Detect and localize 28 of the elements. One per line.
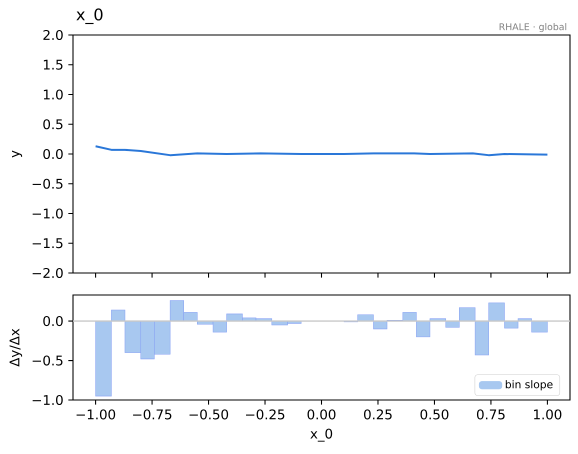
line-series bbox=[94, 145, 548, 156]
y-tick-label: −0.5 bbox=[32, 178, 62, 189]
text: RHALE · global bbox=[500, 23, 566, 32]
y-tick-label: 0.5 bbox=[43, 119, 62, 130]
x-tick-label: −0.75 bbox=[133, 409, 172, 420]
y-tick-label: −2.0 bbox=[32, 268, 63, 278]
x-axis-title: x_0 bbox=[310, 428, 332, 442]
x-tick-label: 0.25 bbox=[364, 409, 392, 420]
y-tick-label: −1.0 bbox=[32, 394, 63, 406]
y-tick-label: −0.5 bbox=[32, 355, 62, 366]
x-tick-label: −0.25 bbox=[246, 409, 284, 420]
y-tick-label: 1.0 bbox=[44, 89, 63, 100]
y-tick-label: −1.5 bbox=[32, 238, 62, 248]
x-tick-label: 0.00 bbox=[308, 409, 336, 420]
y-axis-title: Δy/Δx bbox=[10, 328, 22, 367]
y-tick-label: −1.0 bbox=[32, 208, 63, 219]
x-tick-label: 0.75 bbox=[476, 409, 505, 420]
y-tick-label: 0.0 bbox=[43, 148, 63, 160]
x-tick-label: −0.50 bbox=[190, 409, 228, 420]
y-tick-label: 1.5 bbox=[44, 60, 62, 70]
x-tick-label: 1.00 bbox=[534, 409, 562, 420]
chart-title: x_0 bbox=[76, 8, 103, 24]
y-tick-label: 2.0 bbox=[43, 30, 63, 40]
x-tick-label: −1.00 bbox=[76, 409, 116, 420]
y-tick-label: 0.0 bbox=[43, 316, 63, 326]
x-tick-label: 0.50 bbox=[420, 409, 448, 420]
y-axis-title: y bbox=[12, 150, 22, 158]
legend-label: bin slope bbox=[506, 380, 553, 390]
